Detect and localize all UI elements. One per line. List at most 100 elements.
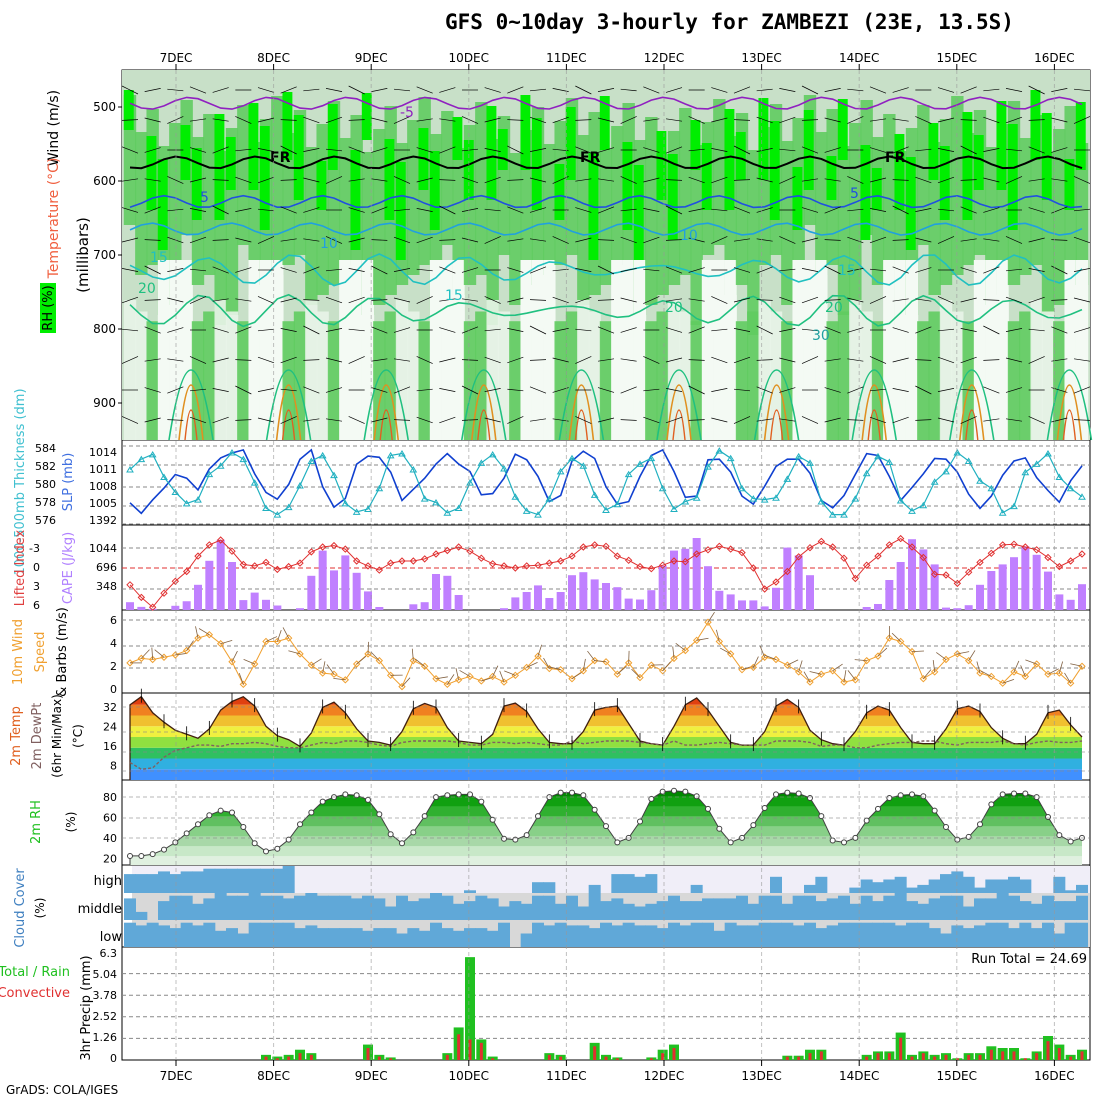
wind-barb-upper [371,358,388,362]
cape-bar [352,572,361,610]
wind-barb-upper [779,418,796,422]
li-point [749,564,758,572]
rh-point [308,809,315,816]
precip-total-bar [465,957,475,1060]
wind-barb-10m [151,647,154,660]
precip-conv-bar [264,1056,268,1060]
wind-barb-upper [167,327,184,333]
thickness-point [579,462,588,469]
cape-bar [806,575,814,610]
wind-barb-upper [235,148,252,152]
rh-band-saturated [327,104,338,170]
wind-barb-upper [824,206,841,214]
wind-barb-upper [348,356,365,364]
wind-speed-point [749,663,758,672]
li-point [352,557,361,565]
li-point [454,543,463,551]
thickness-point [137,455,146,463]
cloud-bar [520,933,533,947]
li-point [137,593,146,602]
li-point [658,561,667,569]
cloud-bar [962,928,975,947]
precip-conv-bar [921,1053,925,1060]
wind-speed-point [681,646,690,655]
wind-barb-upper [937,117,955,123]
rh-point [750,822,757,829]
rh-band-dry [724,260,737,440]
wind-barb-10m [492,665,499,677]
wind-barb-upper [189,236,207,244]
wind-barb-10m [195,626,199,639]
wind-barb-upper [144,417,161,423]
wind-speed-point [1078,662,1086,670]
date-label-top: 15DEC [937,51,977,65]
wind-barb-upper [847,176,864,184]
wind-barb-upper [439,118,456,122]
cloud-bar [203,922,216,947]
wind-barb-upper [779,268,796,272]
date-label-bottom: 15DEC [937,1069,977,1083]
wind-speed-point [896,637,905,646]
wind-barb-upper [212,239,229,241]
wind-speed-point [624,659,633,667]
rh-band-saturated [826,156,837,200]
rh-point [603,823,609,830]
thickness-point [681,497,690,505]
wind-barb-upper [393,88,411,92]
wind-barb-upper [552,328,569,332]
wind-barb-upper [257,208,275,212]
cloud-bar [407,901,420,920]
rh-point [274,845,281,852]
wind-speed-point [579,667,588,675]
cloud-bar [588,928,601,947]
cape-bar [1010,557,1018,610]
wind-barb-upper [733,145,751,155]
rh-band-lower [509,321,522,440]
wind-barb-10m [968,650,976,661]
cloud-bar [883,895,896,920]
li-point [284,562,293,571]
cloud-bar [532,922,544,947]
cloud-bar [418,898,431,920]
thickness-point [658,484,667,492]
wind-speed-point [126,659,134,667]
wind-speed-point [171,651,180,659]
rh-band-dry [157,260,171,440]
wind-speed-point [840,678,848,686]
wind-barb-upper [303,359,320,361]
li-point [296,559,304,567]
wind-barb-upper [529,418,547,422]
li-point [636,562,644,571]
wind-barb-upper [620,327,637,333]
rh-band-dry [452,260,465,440]
rh-point [285,836,292,843]
wind-barb-upper [529,325,547,335]
cape-bar [874,604,882,610]
slp-tick-label: 1008 [89,480,117,493]
cape-bar [602,583,610,610]
wind-barb-upper [937,356,955,364]
wind-barb-upper [212,179,229,181]
rh-band-saturated [214,114,225,220]
wind-barb-upper [212,146,229,154]
precip-conv-bar [287,1056,291,1060]
wind-barb-upper [484,417,501,423]
wind-barb-upper [665,298,683,302]
wind-speed-point [704,618,712,626]
wind-barb-upper [212,357,229,363]
rh-point [387,831,394,838]
wind-barb-upper [371,147,388,153]
wind-barb-upper [439,327,456,333]
rh-point [1056,832,1063,839]
wind-speed-point [500,678,508,686]
thickness-tick-label: 580 [35,478,56,491]
wind-barb-upper [348,416,365,424]
wind-barb-upper [620,88,637,92]
cape-bar [590,579,599,610]
thickness-point [500,465,508,472]
wind-barb-upper [756,148,773,152]
y-tick-label: 600 [93,174,116,188]
thickness-point [647,454,656,462]
li-point [488,560,497,568]
wind-speed-point [658,667,667,675]
